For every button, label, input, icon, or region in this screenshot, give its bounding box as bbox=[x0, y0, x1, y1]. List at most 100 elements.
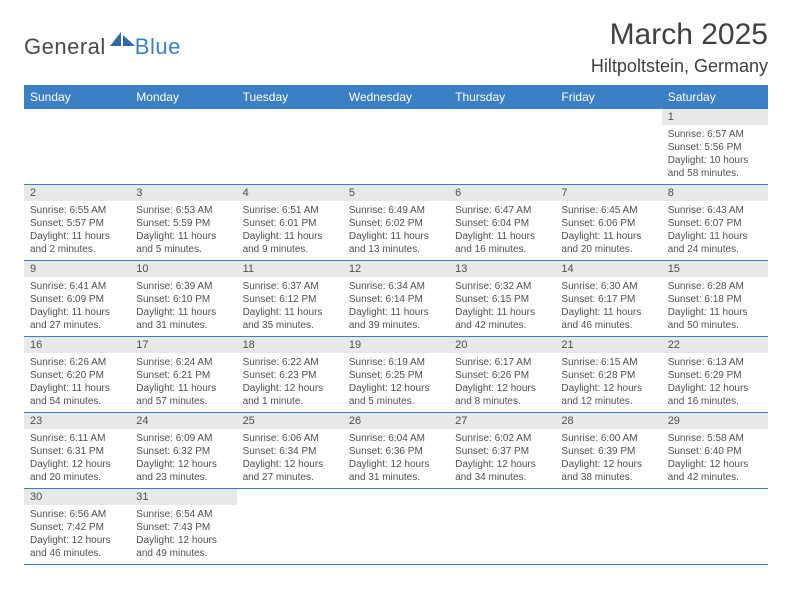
day-data: Sunrise: 6:34 AMSunset: 6:14 PMDaylight:… bbox=[343, 277, 449, 336]
day-number: 23 bbox=[24, 413, 130, 429]
sunrise-text: Sunrise: 6:28 AM bbox=[668, 280, 762, 293]
day-number: 6 bbox=[449, 185, 555, 201]
sunset-text: Sunset: 6:21 PM bbox=[136, 369, 230, 382]
day-number: 1 bbox=[662, 109, 768, 125]
calendar-cell: 4Sunrise: 6:51 AMSunset: 6:01 PMDaylight… bbox=[237, 185, 343, 261]
daylight-text: Daylight: 11 hours and 39 minutes. bbox=[349, 306, 443, 332]
calendar-cell: 23Sunrise: 6:11 AMSunset: 6:31 PMDayligh… bbox=[24, 413, 130, 489]
day-data: Sunrise: 6:39 AMSunset: 6:10 PMDaylight:… bbox=[130, 277, 236, 336]
calendar-cell: 11Sunrise: 6:37 AMSunset: 6:12 PMDayligh… bbox=[237, 261, 343, 337]
calendar-cell: 28Sunrise: 6:00 AMSunset: 6:39 PMDayligh… bbox=[555, 413, 661, 489]
daylight-text: Daylight: 12 hours and 31 minutes. bbox=[349, 458, 443, 484]
day-number: 21 bbox=[555, 337, 661, 353]
calendar-cell bbox=[555, 109, 661, 185]
day-data: Sunrise: 6:04 AMSunset: 6:36 PMDaylight:… bbox=[343, 429, 449, 488]
day-data: Sunrise: 6:53 AMSunset: 5:59 PMDaylight:… bbox=[130, 201, 236, 260]
sunset-text: Sunset: 6:10 PM bbox=[136, 293, 230, 306]
calendar-cell: 2Sunrise: 6:55 AMSunset: 5:57 PMDaylight… bbox=[24, 185, 130, 261]
day-number: 10 bbox=[130, 261, 236, 277]
sunrise-text: Sunrise: 6:13 AM bbox=[668, 356, 762, 369]
calendar-week-row: 16Sunrise: 6:26 AMSunset: 6:20 PMDayligh… bbox=[24, 337, 768, 413]
sunrise-text: Sunrise: 6:47 AM bbox=[455, 204, 549, 217]
sunrise-text: Sunrise: 6:45 AM bbox=[561, 204, 655, 217]
sunrise-text: Sunrise: 6:34 AM bbox=[349, 280, 443, 293]
daylight-text: Daylight: 12 hours and 27 minutes. bbox=[243, 458, 337, 484]
logo-sail-icon bbox=[110, 30, 136, 53]
sunrise-text: Sunrise: 6:26 AM bbox=[30, 356, 124, 369]
sunset-text: Sunset: 6:29 PM bbox=[668, 369, 762, 382]
sunrise-text: Sunrise: 6:57 AM bbox=[668, 128, 762, 141]
daylight-text: Daylight: 11 hours and 9 minutes. bbox=[243, 230, 337, 256]
day-number: 4 bbox=[237, 185, 343, 201]
sunrise-text: Sunrise: 6:56 AM bbox=[30, 508, 124, 521]
daylight-text: Daylight: 12 hours and 49 minutes. bbox=[136, 534, 230, 560]
sunrise-text: Sunrise: 6:06 AM bbox=[243, 432, 337, 445]
weekday-header-row: Sunday Monday Tuesday Wednesday Thursday… bbox=[24, 85, 768, 109]
sunset-text: Sunset: 6:15 PM bbox=[455, 293, 549, 306]
calendar-cell bbox=[130, 109, 236, 185]
daylight-text: Daylight: 11 hours and 54 minutes. bbox=[30, 382, 124, 408]
sunrise-text: Sunrise: 6:22 AM bbox=[243, 356, 337, 369]
day-data: Sunrise: 6:54 AMSunset: 7:43 PMDaylight:… bbox=[130, 505, 236, 564]
daylight-text: Daylight: 11 hours and 2 minutes. bbox=[30, 230, 124, 256]
day-data: Sunrise: 6:06 AMSunset: 6:34 PMDaylight:… bbox=[237, 429, 343, 488]
sunset-text: Sunset: 6:32 PM bbox=[136, 445, 230, 458]
day-data: Sunrise: 6:57 AMSunset: 5:56 PMDaylight:… bbox=[662, 125, 768, 184]
calendar-cell bbox=[343, 489, 449, 565]
calendar-cell: 10Sunrise: 6:39 AMSunset: 6:10 PMDayligh… bbox=[130, 261, 236, 337]
day-data: Sunrise: 6:28 AMSunset: 6:18 PMDaylight:… bbox=[662, 277, 768, 336]
sunset-text: Sunset: 6:01 PM bbox=[243, 217, 337, 230]
calendar-cell bbox=[662, 489, 768, 565]
sunrise-text: Sunrise: 6:54 AM bbox=[136, 508, 230, 521]
calendar-cell: 14Sunrise: 6:30 AMSunset: 6:17 PMDayligh… bbox=[555, 261, 661, 337]
daylight-text: Daylight: 11 hours and 5 minutes. bbox=[136, 230, 230, 256]
day-data: Sunrise: 6:13 AMSunset: 6:29 PMDaylight:… bbox=[662, 353, 768, 412]
day-data: Sunrise: 6:51 AMSunset: 6:01 PMDaylight:… bbox=[237, 201, 343, 260]
day-data: Sunrise: 6:43 AMSunset: 6:07 PMDaylight:… bbox=[662, 201, 768, 260]
daylight-text: Daylight: 12 hours and 34 minutes. bbox=[455, 458, 549, 484]
sunrise-text: Sunrise: 6:02 AM bbox=[455, 432, 549, 445]
calendar-week-row: 23Sunrise: 6:11 AMSunset: 6:31 PMDayligh… bbox=[24, 413, 768, 489]
daylight-text: Daylight: 11 hours and 35 minutes. bbox=[243, 306, 337, 332]
day-data: Sunrise: 6:19 AMSunset: 6:25 PMDaylight:… bbox=[343, 353, 449, 412]
logo: General Blue bbox=[24, 30, 181, 63]
calendar-cell: 24Sunrise: 6:09 AMSunset: 6:32 PMDayligh… bbox=[130, 413, 236, 489]
daylight-text: Daylight: 12 hours and 42 minutes. bbox=[668, 458, 762, 484]
day-data: Sunrise: 6:30 AMSunset: 6:17 PMDaylight:… bbox=[555, 277, 661, 336]
calendar-cell: 19Sunrise: 6:19 AMSunset: 6:25 PMDayligh… bbox=[343, 337, 449, 413]
sunset-text: Sunset: 6:14 PM bbox=[349, 293, 443, 306]
daylight-text: Daylight: 11 hours and 46 minutes. bbox=[561, 306, 655, 332]
calendar-cell bbox=[237, 109, 343, 185]
sunrise-text: Sunrise: 5:58 AM bbox=[668, 432, 762, 445]
sunrise-text: Sunrise: 6:43 AM bbox=[668, 204, 762, 217]
weekday-header: Tuesday bbox=[237, 85, 343, 109]
daylight-text: Daylight: 12 hours and 16 minutes. bbox=[668, 382, 762, 408]
calendar-cell: 21Sunrise: 6:15 AMSunset: 6:28 PMDayligh… bbox=[555, 337, 661, 413]
day-data: Sunrise: 6:32 AMSunset: 6:15 PMDaylight:… bbox=[449, 277, 555, 336]
calendar-cell: 12Sunrise: 6:34 AMSunset: 6:14 PMDayligh… bbox=[343, 261, 449, 337]
calendar-cell bbox=[343, 109, 449, 185]
calendar-cell: 6Sunrise: 6:47 AMSunset: 6:04 PMDaylight… bbox=[449, 185, 555, 261]
sunrise-text: Sunrise: 6:09 AM bbox=[136, 432, 230, 445]
sunset-text: Sunset: 6:20 PM bbox=[30, 369, 124, 382]
day-data: Sunrise: 6:00 AMSunset: 6:39 PMDaylight:… bbox=[555, 429, 661, 488]
daylight-text: Daylight: 11 hours and 57 minutes. bbox=[136, 382, 230, 408]
sunset-text: Sunset: 7:42 PM bbox=[30, 521, 124, 534]
day-number: 2 bbox=[24, 185, 130, 201]
calendar-cell: 26Sunrise: 6:04 AMSunset: 6:36 PMDayligh… bbox=[343, 413, 449, 489]
sunrise-text: Sunrise: 6:37 AM bbox=[243, 280, 337, 293]
daylight-text: Daylight: 12 hours and 46 minutes. bbox=[30, 534, 124, 560]
daylight-text: Daylight: 11 hours and 20 minutes. bbox=[561, 230, 655, 256]
daylight-text: Daylight: 12 hours and 23 minutes. bbox=[136, 458, 230, 484]
daylight-text: Daylight: 10 hours and 58 minutes. bbox=[668, 154, 762, 180]
sunset-text: Sunset: 5:59 PM bbox=[136, 217, 230, 230]
daylight-text: Daylight: 11 hours and 42 minutes. bbox=[455, 306, 549, 332]
day-number: 11 bbox=[237, 261, 343, 277]
header: General Blue March 2025 Hiltpoltstein, G… bbox=[24, 18, 768, 77]
calendar-cell bbox=[24, 109, 130, 185]
day-number: 25 bbox=[237, 413, 343, 429]
daylight-text: Daylight: 11 hours and 24 minutes. bbox=[668, 230, 762, 256]
sunrise-text: Sunrise: 6:19 AM bbox=[349, 356, 443, 369]
sunset-text: Sunset: 6:02 PM bbox=[349, 217, 443, 230]
calendar-cell: 1Sunrise: 6:57 AMSunset: 5:56 PMDaylight… bbox=[662, 109, 768, 185]
